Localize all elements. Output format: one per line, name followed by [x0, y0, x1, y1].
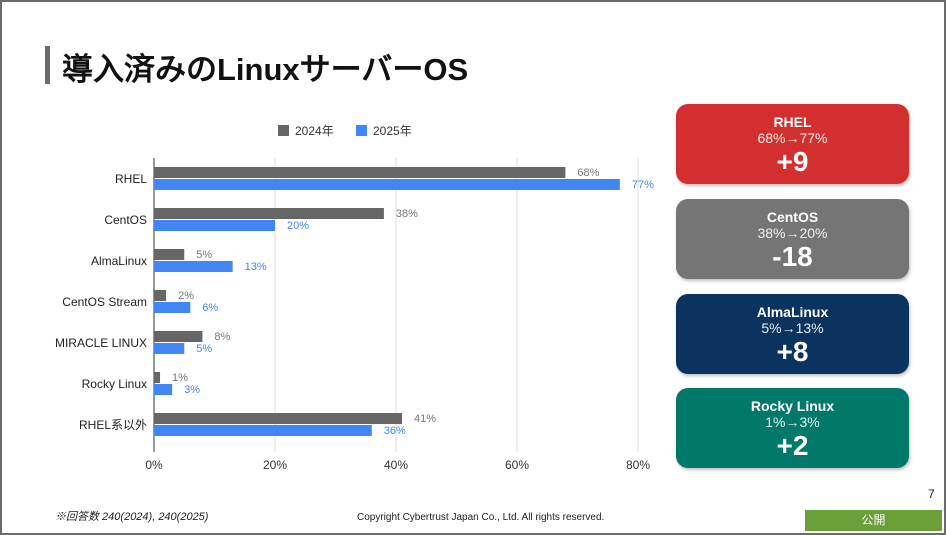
public-label: 公開	[805, 510, 942, 531]
category-label: CentOS	[104, 213, 147, 227]
bar-2024	[154, 290, 167, 301]
legend-swatch	[356, 125, 367, 136]
response-count-note: ※回答数 240(2024), 240(2025)	[55, 511, 209, 523]
x-tick-label: 0%	[145, 458, 163, 472]
card-delta: +2	[776, 430, 809, 461]
title-accent-bar	[45, 46, 50, 84]
legend-label: 2025年	[373, 124, 412, 138]
change-card: AlmaLinux 5%→13% +8	[676, 294, 909, 374]
data-label: 77%	[632, 179, 654, 191]
bar-2025	[154, 425, 372, 436]
bar-2025	[154, 384, 173, 395]
bar-2024	[154, 167, 566, 178]
legend-label: 2024年	[295, 124, 334, 138]
x-tick-label: 40%	[384, 458, 408, 472]
data-label: 13%	[245, 261, 267, 273]
data-label: 41%	[414, 413, 436, 425]
bar-2024	[154, 372, 161, 383]
category-label: RHEL系以外	[79, 418, 147, 432]
data-label: 1%	[172, 372, 188, 384]
copyright: Copyright Cybertrust Japan Co., Ltd. All…	[357, 512, 605, 523]
card-delta: +8	[776, 336, 809, 367]
category-label: CentOS Stream	[62, 295, 147, 309]
change-card: CentOS 38%→20% -18	[676, 199, 909, 279]
x-tick-label: 60%	[505, 458, 529, 472]
bar-2024	[154, 249, 185, 260]
card-os-name: CentOS	[766, 209, 819, 225]
bar-2024	[154, 331, 203, 342]
bar-2025	[154, 261, 233, 272]
card-change: 68%→77%	[757, 130, 828, 146]
card-change: 38%→20%	[757, 225, 828, 241]
x-tick-label: 20%	[263, 458, 287, 472]
data-label: 36%	[384, 425, 406, 437]
x-tick-label: 80%	[626, 458, 650, 472]
data-label: 38%	[396, 208, 418, 220]
page-title: 導入済みのLinuxサーバーOS	[62, 52, 469, 87]
data-label: 8%	[214, 331, 230, 343]
card-os-name: RHEL	[773, 114, 812, 130]
bar-2025	[154, 302, 191, 313]
data-label: 2%	[178, 290, 194, 302]
data-label: 6%	[202, 302, 218, 314]
category-label: MIRACLE LINUX	[55, 336, 147, 350]
bar-2024	[154, 208, 384, 219]
change-card: Rocky Linux 1%→3% +2	[676, 388, 909, 468]
category-label: AlmaLinux	[91, 254, 147, 268]
bar-2025	[154, 343, 185, 354]
card-os-name: AlmaLinux	[756, 304, 829, 320]
change-card: RHEL 68%→77% +9	[676, 104, 909, 184]
legend-swatch	[278, 125, 289, 136]
data-label: 20%	[287, 220, 309, 232]
data-label: 5%	[196, 343, 212, 355]
card-change: 5%→13%	[761, 320, 824, 336]
card-delta: -18	[772, 241, 813, 272]
data-label: 68%	[577, 167, 599, 179]
category-label: RHEL	[115, 172, 147, 186]
card-os-name: Rocky Linux	[750, 398, 835, 414]
data-label: 5%	[196, 249, 212, 261]
bar-2024	[154, 413, 403, 424]
data-label: 3%	[184, 384, 200, 396]
card-delta: +9	[776, 146, 809, 177]
card-change: 1%→3%	[765, 414, 820, 430]
category-label: Rocky Linux	[82, 377, 147, 391]
bar-2025	[154, 179, 620, 190]
bar-2025	[154, 220, 275, 231]
page-number: 7	[928, 487, 935, 501]
